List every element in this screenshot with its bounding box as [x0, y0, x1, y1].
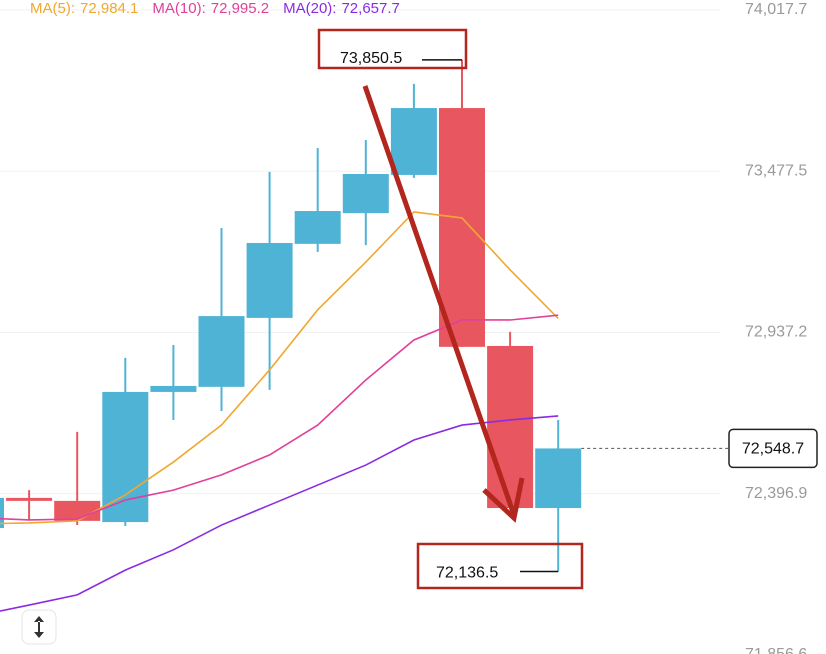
arrow-head [482, 477, 525, 523]
candle-body [150, 385, 197, 392]
candle-body [246, 242, 293, 318]
legend-value: 72,995.2 [211, 0, 269, 17]
candle-body [439, 108, 485, 347]
last-price-box [728, 428, 818, 469]
candle-body [390, 108, 437, 175]
ma-line [0, 211, 559, 525]
candle-body [342, 174, 389, 214]
legend-value: 72,657.7 [341, 0, 399, 17]
move-icon[interactable] [34, 616, 44, 638]
high-marker-label: 73,850.5 [340, 50, 402, 67]
candle-body [487, 345, 534, 509]
y-tick-label: 72,937.2 [745, 324, 807, 341]
candle-body [0, 497, 4, 529]
trend-arrow [362, 85, 525, 523]
low-marker-label: 72,136.5 [436, 565, 498, 582]
y-tick-label: 72,396.9 [745, 485, 807, 502]
legend-name: MA(5): [30, 0, 75, 17]
y-tick-label: 73,477.5 [745, 162, 807, 179]
low-marker-box [416, 542, 584, 590]
arrow-shaft [362, 85, 517, 516]
candle-body [6, 497, 53, 501]
last-price-label: 72,548.7 [742, 441, 804, 458]
move-button[interactable] [21, 609, 57, 645]
candle-body [198, 316, 245, 387]
y-tick-label: 74,017.7 [745, 1, 807, 18]
y-tick-label: 71,856.6 [745, 646, 807, 654]
high-marker-box [317, 28, 468, 70]
legend-name: MA(20): [283, 0, 336, 17]
legend-name: MA(10): [152, 0, 205, 17]
ma-line [0, 415, 559, 612]
candle-body [54, 500, 101, 521]
candle-body [102, 391, 149, 523]
ma-line [0, 314, 559, 521]
legend-value: 72,984.1 [80, 0, 138, 17]
candle-body [294, 211, 341, 244]
candle-body [535, 448, 582, 509]
